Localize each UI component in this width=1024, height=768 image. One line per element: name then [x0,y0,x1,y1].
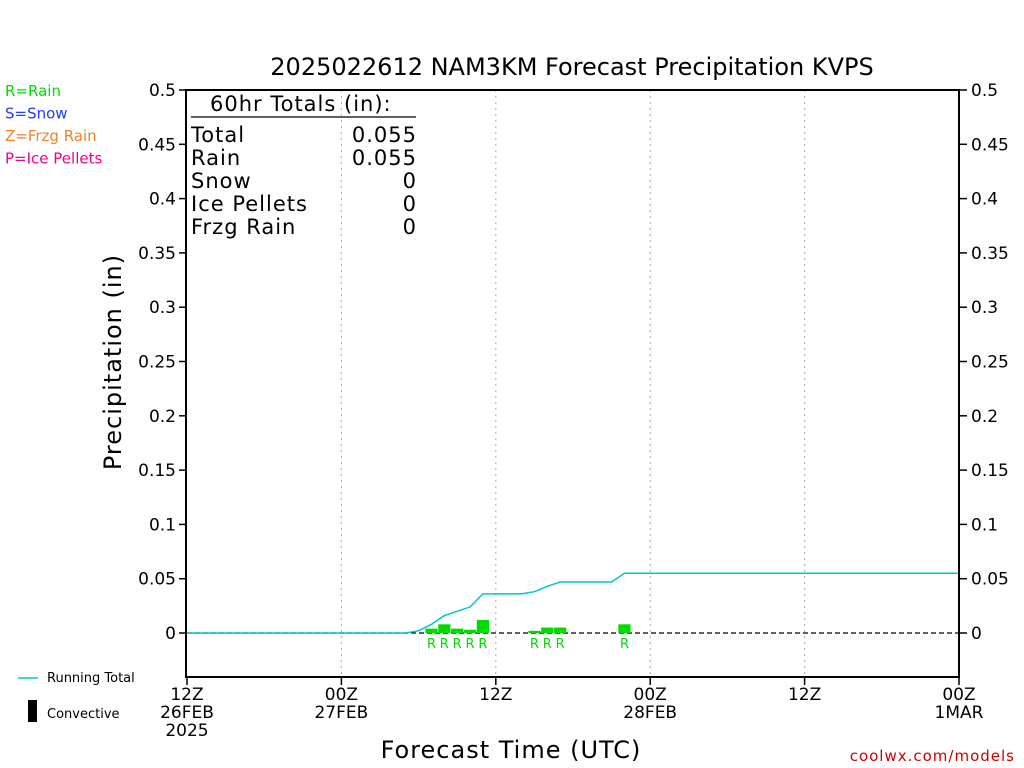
y-tick-label-left: 0.45 [138,135,176,155]
type-legend-entry: S=Snow [5,105,68,123]
x-tick-label: 12Z [788,685,821,705]
totals-heading: 60hr Totals (in): [210,92,392,116]
x-tick-label: 00Z [634,685,667,705]
y-tick-label-right: 0.5 [971,81,998,101]
x-tick-label: 00Z [325,685,358,705]
y-tick-label-left: 0.25 [138,353,176,373]
x-tick-label: 26FEB [160,703,214,723]
precip-bar [463,629,477,633]
x-tick-label: 12Z [170,685,203,705]
y-tick-label-left: 0.2 [149,407,176,427]
totals-row-value: 0 [403,215,417,239]
x-axis-label: Forecast Time (UTC) [381,736,642,764]
y-tick-label-left: 0.3 [149,298,176,318]
y-tick-label-right: 0.15 [971,461,1009,481]
totals-row-value: 0.055 [352,146,417,170]
precip-bar [451,628,464,633]
x-tick-label: 12Z [479,685,512,705]
credit-text: coolwx.com/models [850,747,1015,765]
y-tick-label-right: 0.35 [971,244,1009,264]
chart-title: 2025022612 NAM3KM Forecast Precipitation… [270,53,873,81]
y-tick-label-right: 0.1 [971,515,998,535]
precip-type-label: R [453,637,462,652]
x-tick-label: 28FEB [623,703,677,723]
y-tick-label-left: 0.35 [138,244,176,264]
y-tick-label-left: 0.1 [149,515,176,535]
totals-box: 60hr Totals (in): Total 0.055 Rain 0.055 Sno… [190,92,417,239]
bottom-legend-label: Running Total [47,671,135,686]
y-axis-ticks: 0.5 0.5 0.45 0.45 0.4 0.4 0.35 0.35 0.3 0.3 0.25 0.… [138,81,1009,644]
totals-row-value: 0 [403,169,417,193]
convective-legend-swatch [28,700,37,722]
grid-lines [340,90,806,677]
precip-type-label: R [620,637,629,652]
y-tick-label-right: 0.2 [971,407,998,427]
y-tick-label-left: 0.4 [149,190,176,210]
y-tick-label-right: 0.25 [971,353,1009,373]
totals-row-value: 0 [403,192,417,216]
x-tick-label: 1MAR [935,703,984,723]
precip-bar [438,624,451,633]
bottom-legend-label: Convective [47,707,120,722]
precip-bars [425,619,631,633]
x-tick-label: 00Z [942,685,975,705]
y-tick-label-left: 0.05 [138,570,176,590]
y-tick-label-right: 0.05 [971,570,1009,590]
totals-row-label: Frzg Rain [191,215,296,239]
plot-frame [185,89,960,678]
y-tick-label-right: 0.45 [971,135,1009,155]
precip-bar [425,628,438,633]
x-tick-label: 2025 [165,721,208,741]
y-tick-label-right: 0.4 [971,190,998,210]
precip-type-legend: R=Rain S=Snow Z=Frzg Rain P=Ice Pellets [5,82,102,168]
type-legend-entry: Z=Frzg Rain [5,127,97,145]
precip-bar [476,619,490,633]
totals-row-label: Ice Pellets [191,192,308,216]
totals-row-value: 0.055 [352,123,417,147]
precip-type-label: R [427,637,436,652]
precip-type-label: R [440,637,449,652]
precip-type-label: R [466,637,475,652]
precip-type-label: R [543,637,552,652]
y-tick-label-left: 0 [165,624,176,644]
y-tick-label-left: 0.15 [138,461,176,481]
running-total-line [187,572,959,634]
precip-type-label: R [530,637,539,652]
precip-bar [541,627,554,633]
y-tick-label-right: 0 [971,624,982,644]
type-legend-entry: P=Ice Pellets [5,150,102,168]
type-legend-entry: R=Rain [5,82,61,100]
precip-type-label: R [478,637,487,652]
totals-row-label: Snow [191,169,252,193]
precip-type-label: R [556,637,565,652]
precip-bar [528,630,541,633]
y-tick-label-left: 0.5 [149,81,176,101]
y-tick-label-right: 0.3 [971,298,998,318]
bottom-legend: Running Total Convective [18,671,135,722]
precip-bar [554,627,567,633]
totals-row-label: Total [190,123,245,147]
precip-bar [618,624,631,633]
y-axis-label: Precipitation (in) [99,254,127,470]
x-tick-label: 27FEB [314,703,368,723]
totals-row-label: Rain [191,146,241,170]
